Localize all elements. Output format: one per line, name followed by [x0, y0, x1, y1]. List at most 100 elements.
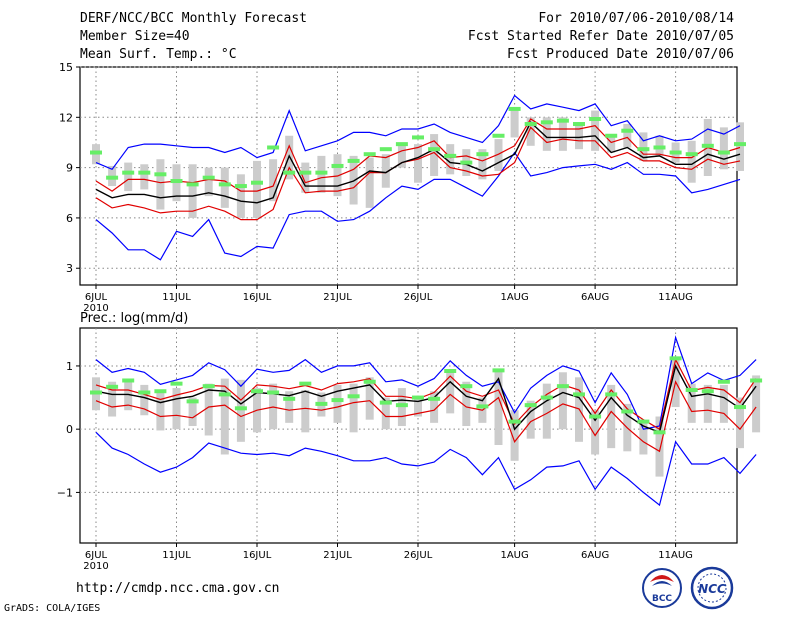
- temperature-median-marker: [122, 170, 135, 175]
- temperature-range-box: [333, 154, 342, 197]
- precipitation-range-box: [687, 383, 696, 423]
- temperature-range-box: [381, 154, 390, 188]
- temperature-range-box: [301, 162, 310, 193]
- precipitation-median-marker: [653, 430, 666, 435]
- precipitation-ytick-label: 0: [66, 423, 73, 436]
- precipitation-xtick-label: 26JUL: [404, 550, 433, 561]
- precipitation-median-marker: [234, 406, 247, 411]
- temperature-xtick-label: 21JUL: [323, 292, 352, 303]
- ncc-logo: NCC: [690, 566, 734, 610]
- precipitation-median-marker: [734, 405, 746, 410]
- precipitation-range-box: [510, 410, 519, 461]
- temperature-xtick-label: 1AUG: [500, 292, 528, 303]
- temperature-ytick-label: 9: [66, 162, 73, 175]
- precipitation-median-marker: [556, 384, 569, 389]
- temperature-range-box: [236, 174, 245, 218]
- temperature-median-marker: [556, 118, 569, 123]
- temperature-ytick-label: 3: [66, 262, 73, 275]
- bcc-logo: BCC: [642, 568, 682, 608]
- precipitation-xtick-label: 1AUG: [500, 550, 528, 561]
- temperature-median-marker: [379, 147, 392, 152]
- precipitation-xtick-label: 16JUL: [243, 550, 272, 561]
- variable-label: Mean Surf. Temp.: °C: [80, 47, 237, 62]
- precipitation-xtick-label: 11AUG: [658, 550, 693, 561]
- temperature-median-marker: [653, 145, 666, 150]
- temperature-range-box: [736, 122, 744, 171]
- temperature-spread-upper-line: [95, 118, 741, 192]
- precipitation-range-box: [365, 377, 374, 420]
- precipitation-range-box: [285, 391, 294, 423]
- precipitation-median-marker: [267, 390, 280, 395]
- temperature-range-box: [253, 160, 261, 218]
- temperature-median-marker: [460, 160, 473, 165]
- precipitation-median-marker: [363, 379, 376, 384]
- temperature-xtick-label: 16JUL: [243, 292, 272, 303]
- precip-panel-title: Prec.: log(mm/d): [80, 311, 188, 326]
- precipitation-median-marker: [251, 389, 263, 394]
- temperature-year-label: 2010: [83, 303, 108, 314]
- temperature-range-box: [269, 159, 278, 202]
- temperature-range-box: [607, 134, 616, 153]
- temperature-range-box: [591, 110, 600, 151]
- precipitation-median-marker: [621, 409, 634, 414]
- precipitation-range-box: [349, 383, 358, 433]
- precipitation-range-box: [736, 397, 744, 449]
- temperature-median-marker: [428, 147, 441, 152]
- precipitation-median-marker: [347, 394, 360, 399]
- precipitation-range-box: [752, 375, 761, 433]
- temperature-range-box: [510, 107, 519, 138]
- agency-logos: BCC NCC: [642, 566, 734, 610]
- precipitation-min-line: [95, 431, 757, 507]
- precipitation-range-box: [220, 378, 229, 455]
- precipitation-median-marker: [379, 400, 392, 405]
- forecast-start-date: Fcst Started Refer Date 2010/07/05: [467, 29, 734, 44]
- precipitation-range-box: [494, 371, 503, 445]
- temperature-range-box: [124, 162, 133, 192]
- precipitation-median-marker: [750, 378, 763, 383]
- temperature-ytick-label: 6: [66, 212, 73, 225]
- temperature-median-marker: [395, 142, 408, 147]
- precipitation-range-box: [639, 422, 648, 455]
- temperature-median-marker: [90, 150, 102, 155]
- bcc-logo-text: BCC: [652, 594, 672, 604]
- precipitation-xtick-label: 6AUG: [581, 550, 609, 561]
- precipitation-range-box: [172, 388, 181, 430]
- temperature-median-marker: [669, 150, 682, 155]
- temperature-median-marker: [621, 128, 634, 133]
- temperature-median-marker: [685, 152, 698, 157]
- precipitation-range-box: [542, 383, 551, 439]
- precipitation-range-box: [462, 381, 471, 427]
- temperature-median-marker: [347, 158, 360, 163]
- temperature-range-box: [365, 157, 374, 208]
- temperature-range-box: [542, 117, 551, 151]
- temperature-median-marker: [170, 179, 183, 184]
- chart-title: DERF/NCC/BCC Monthly Forecast: [80, 11, 307, 26]
- temperature-median-marker: [283, 170, 296, 175]
- precipitation-median-marker: [669, 356, 682, 361]
- precipitation-max-line: [95, 335, 757, 430]
- source-url[interactable]: http://cmdp.ncc.cma.gov.cn: [76, 581, 280, 596]
- temperature-median-marker: [218, 182, 231, 187]
- temperature-range-box: [220, 167, 229, 208]
- temperature-range-box: [623, 124, 632, 148]
- precipitation-range-box: [430, 391, 439, 423]
- precipitation-median-marker: [573, 392, 585, 397]
- precipitation-median-marker: [685, 387, 698, 392]
- temperature-median-marker: [524, 122, 537, 127]
- precipitation-median-marker: [202, 384, 215, 389]
- precipitation-range-box: [558, 372, 567, 430]
- temperature-median-marker: [412, 135, 424, 140]
- precipitation-median-marker: [138, 390, 151, 395]
- temperature-median-marker: [734, 142, 746, 147]
- precipitation-range-box: [236, 379, 245, 442]
- temperature-median-marker: [540, 120, 553, 125]
- precipitation-median-marker: [331, 398, 344, 403]
- temperature-range-box: [156, 159, 165, 210]
- temperature-range-box: [430, 134, 439, 176]
- precipitation-range-box: [156, 391, 165, 431]
- temperature-xtick-label: 6JUL: [85, 292, 108, 303]
- precipitation-range-box: [607, 384, 616, 449]
- precipitation-chart: 6JUL 11JUL 16JUL 21JUL 26JUL 1AUG 6AUG 11AUG 201…: [57, 311, 763, 572]
- temperature-median-marker: [717, 150, 730, 155]
- precipitation-range-box: [140, 384, 149, 416]
